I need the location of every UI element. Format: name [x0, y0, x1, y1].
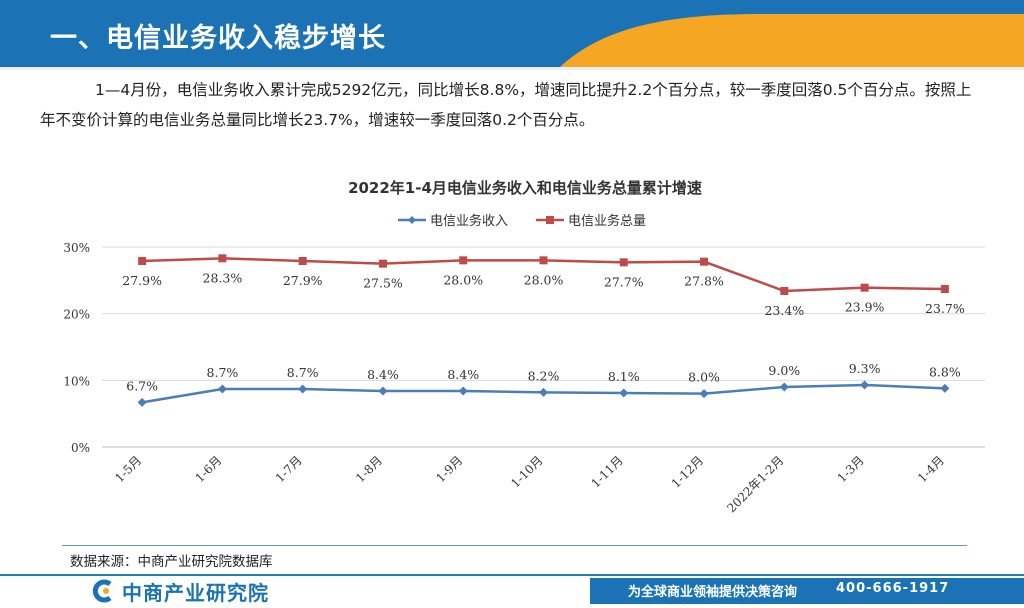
x-tick-label: 1-11月	[588, 453, 625, 490]
data-point	[378, 386, 388, 396]
data-point	[779, 382, 789, 392]
data-label: 8.1%	[608, 369, 640, 384]
data-point	[619, 388, 629, 398]
header-background	[0, 0, 1024, 70]
x-tick-label: 1-8月	[353, 453, 385, 485]
series-0: 6.7% 8.7% 8.7% 8.4% 8.4% 8.2% 8.1% 8.0% 9.0% 9.3%…	[126, 361, 961, 407]
y-tick-label: 20%	[63, 308, 90, 322]
data-label: 27.8%	[684, 274, 724, 289]
data-point	[298, 384, 308, 394]
page-title: 一、电信业务收入稳步增长	[50, 23, 386, 54]
data-label: 6.7%	[126, 378, 158, 393]
series-1: 27.9% 28.3% 27.9% 27.5% 28.0% 28.0% 27.7% 27.8%…	[122, 254, 965, 318]
data-label: 27.5%	[363, 276, 403, 291]
data-label: 28.0%	[524, 272, 564, 287]
data-label: 27.9%	[283, 273, 323, 288]
data-label: 23.4%	[764, 303, 804, 318]
x-tick-label: 1-7月	[273, 453, 305, 485]
footer-phone: 400-666-1917	[836, 581, 950, 596]
x-tick-label: 1-9月	[433, 453, 465, 485]
data-label: 8.4%	[367, 367, 399, 382]
chart-gridlines	[102, 246, 985, 448]
data-label: 9.3%	[849, 361, 881, 376]
data-point	[860, 380, 870, 390]
data-source: 数据来源：中商产业研究院数据库	[70, 554, 273, 570]
data-label: 8.7%	[287, 365, 319, 380]
legend-label: 电信业务总量	[568, 213, 646, 229]
data-point	[459, 256, 468, 265]
data-label: 27.7%	[604, 274, 644, 289]
data-point	[940, 383, 950, 393]
x-axis: 1-5月 1-6月 1-7月 1-8月 1-9月 1-10月 1-11月 1-12月 2022年…	[112, 453, 947, 515]
legend-marker	[546, 216, 554, 224]
header-banner: 一、电信业务收入稳步增长	[0, 0, 1024, 70]
data-label: 28.0%	[443, 272, 483, 287]
data-point	[539, 256, 548, 265]
y-axis: 0% 10% 20% 30%	[63, 241, 90, 455]
line-chart: 2022年1-4月电信业务收入和电信业务总量累计增速 电信业务收入 电信业务总量 …	[63, 179, 985, 515]
data-label: 8.2%	[528, 368, 560, 383]
footer-divider	[0, 574, 1024, 576]
x-tick-label: 1-12月	[669, 453, 706, 490]
footer-tagline: 为全球商业领袖提供决策咨询	[628, 585, 798, 600]
chart-legend: 电信业务收入 电信业务总量	[398, 213, 646, 229]
data-point	[218, 254, 227, 263]
company-logo: 中商产业研究院	[92, 578, 269, 605]
data-point	[378, 259, 387, 268]
data-point	[217, 384, 227, 394]
data-label: 9.0%	[768, 363, 800, 378]
x-tick-label: 1-6月	[192, 453, 224, 485]
data-label: 8.0%	[688, 370, 720, 385]
logo-text: 中商产业研究院	[122, 580, 269, 605]
data-point	[137, 397, 147, 407]
data-point	[940, 285, 949, 293]
data-label: 8.4%	[447, 367, 479, 382]
legend-label: 电信业务收入	[430, 213, 508, 229]
chart-series: 6.7% 8.7% 8.7% 8.4% 8.4% 8.2% 8.1% 8.0% 9.0% 9.3%…	[122, 254, 965, 407]
x-tick-label: 2022年1-2月	[724, 453, 786, 515]
data-label: 8.8%	[929, 364, 961, 379]
summary-paragraph: 1—4月份，电信业务收入累计完成5292亿元，同比增长8.8%，增速同比提升2.…	[40, 81, 972, 129]
data-point	[860, 283, 869, 292]
data-point	[700, 257, 709, 266]
data-label: 28.3%	[203, 270, 243, 285]
data-label: 23.9%	[845, 300, 885, 315]
data-point	[138, 257, 147, 265]
data-point	[699, 389, 709, 399]
data-label: 27.9%	[122, 273, 162, 288]
x-tick-label: 1-4月	[915, 453, 947, 485]
footer-bar	[590, 578, 1024, 604]
x-tick-label: 1-5月	[112, 453, 144, 485]
y-tick-label: 0%	[71, 441, 90, 455]
data-point	[539, 387, 548, 397]
logo-icon	[92, 579, 112, 603]
y-tick-label: 30%	[63, 241, 90, 255]
chart-title: 2022年1-4月电信业务收入和电信业务总量累计增速	[348, 179, 702, 197]
source-divider	[62, 545, 967, 546]
data-point	[780, 287, 789, 295]
data-point	[458, 386, 468, 396]
data-point	[619, 258, 628, 267]
data-label: 8.7%	[207, 365, 239, 380]
data-point	[298, 257, 307, 265]
x-tick-label: 1-3月	[835, 453, 867, 485]
y-tick-label: 10%	[63, 374, 90, 388]
x-tick-label: 1-10月	[508, 453, 545, 490]
data-label: 23.7%	[925, 301, 965, 316]
legend-marker	[408, 216, 416, 224]
